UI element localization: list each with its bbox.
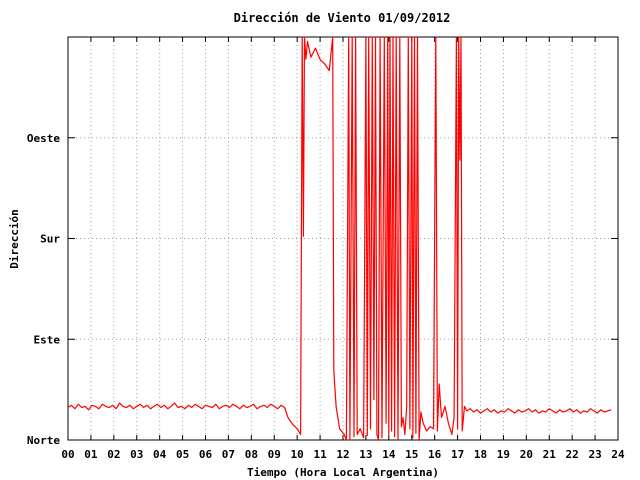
- y-tick-labels: Norte Este Sur Oeste: [27, 132, 60, 447]
- x-tick-label: 05: [176, 448, 189, 461]
- x-tick-label: 12: [336, 448, 349, 461]
- x-tick-label: 21: [543, 448, 557, 461]
- x-tick-label: 00: [61, 448, 74, 461]
- x-tick-label: 18: [474, 448, 487, 461]
- x-tick-label: 08: [245, 448, 258, 461]
- y-tick-label: Sur: [40, 233, 60, 246]
- x-tick-label: 11: [313, 448, 327, 461]
- x-tick-label: 02: [107, 448, 120, 461]
- x-tick-label: 01: [84, 448, 98, 461]
- x-tick-label: 15: [405, 448, 418, 461]
- wind-direction-series-line: [67, 36, 612, 441]
- x-tick-label: 19: [497, 448, 510, 461]
- x-tick-label: 22: [566, 448, 579, 461]
- x-tick-label: 09: [268, 448, 281, 461]
- x-tick-labels: 00 01 02 03 04 05 06 07 08 09 10 11 12 13 14 15 16 17 18 19…: [61, 448, 625, 461]
- x-tick-label: 13: [359, 448, 372, 461]
- x-tick-label: 06: [199, 448, 213, 461]
- x-tick-label: 24: [611, 448, 625, 461]
- x-tick-label: 23: [588, 448, 601, 461]
- axis-ticks: [67, 37, 619, 441]
- x-tick-label: 03: [130, 448, 143, 461]
- chart-title: Dirección de Viento 01/09/2012: [234, 11, 451, 25]
- x-axis-label: Tiempo (Hora Local Argentina): [247, 466, 439, 479]
- x-tick-label: 10: [291, 448, 304, 461]
- x-tick-label: 16: [428, 448, 442, 461]
- x-tick-label: 17: [451, 448, 464, 461]
- y-tick-label: Norte: [27, 434, 60, 447]
- y-tick-label: Oeste: [27, 132, 60, 145]
- x-tick-label: 14: [382, 448, 396, 461]
- y-tick-label: Este: [34, 333, 61, 346]
- y-axis-label: Dirección: [8, 209, 21, 269]
- x-tick-label: 04: [153, 448, 167, 461]
- x-tick-label: 07: [222, 448, 235, 461]
- series-layer: [67, 36, 612, 441]
- x-tick-label: 20: [520, 448, 533, 461]
- grid-lines: [68, 37, 618, 440]
